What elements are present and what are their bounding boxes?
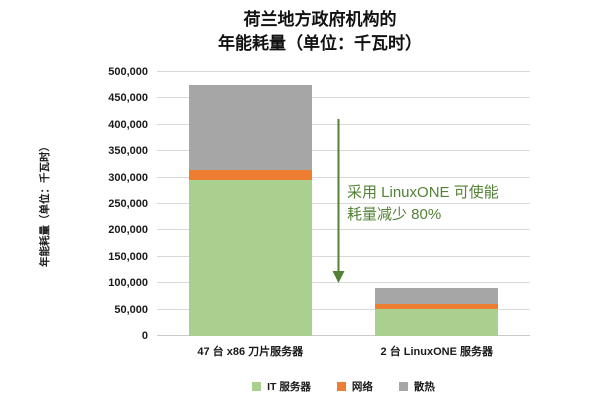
legend-swatch-icon — [252, 382, 262, 391]
chart-title-line1: 荷兰地方政府机构的 — [243, 10, 397, 29]
bar-segment-IT 服务器 — [188, 180, 312, 336]
gridline-300,000 — [157, 176, 530, 178]
y-axis-title: 年能耗量（单位：千瓦时） — [39, 141, 51, 267]
y-tick-label: 500,000 — [108, 66, 148, 78]
gridline-350,000 — [157, 150, 530, 152]
reduction-arrow — [332, 119, 345, 283]
gridline-200,000 — [157, 229, 530, 231]
y-tick-label: 150,000 — [108, 250, 148, 263]
legend-swatch-icon — [336, 382, 346, 391]
y-tick-label: 300,000 — [108, 171, 148, 184]
gridline-500,000 — [157, 71, 530, 72]
gridline-100,000 — [157, 282, 530, 284]
annotation-text: 采用 LinuxONE 可使能 耗量减少 80% — [347, 182, 499, 226]
y-tick-label: 250,000 — [108, 198, 148, 210]
legend-item-网络: 网络 — [336, 379, 373, 394]
y-tick-label: 0 — [141, 330, 148, 342]
y-tick-label: 400,000 — [108, 118, 148, 131]
legend-swatch-icon — [398, 382, 408, 391]
legend: IT 服务器 网络 散热 — [157, 379, 530, 394]
legend-label: 网络 — [351, 381, 373, 393]
gridline-50,000 — [157, 308, 530, 310]
legend-item-IT 服务器: IT 服务器 — [252, 379, 311, 394]
legend-label: 散热 — [413, 381, 435, 393]
x-axis-labels: 47 台 x86 刀片服务器 2 台 LinuxONE 服务器 — [157, 343, 530, 359]
chart-title: 荷兰地方政府机构的 年能耗量（单位：千瓦时） — [40, 8, 600, 56]
y-tick-label: 450,000 — [108, 92, 148, 105]
annotation-line2: 耗量减少 80% — [347, 206, 442, 223]
annotation-line1: 采用 LinuxONE 可使能 — [347, 184, 499, 201]
y-axis-tick-labels: 0 50,000 100,000 150,000 200,000 250,000 300,0… — [78, 66, 148, 342]
legend-label: IT 服务器 — [267, 381, 311, 393]
plot-area: 采用 LinuxONE 可使能 耗量减少 80% — [157, 71, 530, 336]
chart-title-line2: 年能耗量（单位：千瓦时） — [218, 34, 422, 53]
x-axis-label-1: 47 台 x86 刀片服务器 — [197, 346, 304, 358]
bar-segment-网络 — [375, 303, 499, 309]
gridline-450,000 — [157, 97, 530, 99]
stacked-bar-2 — [375, 72, 499, 336]
stacked-bar-1 — [188, 72, 312, 336]
bar-segment-IT 服务器 — [375, 308, 499, 336]
x-axis-label-2: 2 台 LinuxONE 服务器 — [380, 346, 493, 358]
gridline-0 — [157, 335, 530, 336]
legend-item-散热: 散热 — [398, 379, 435, 394]
y-tick-label: 200,000 — [108, 224, 148, 237]
bar-segment-网络 — [188, 169, 312, 181]
bar-segment-散热 — [375, 287, 499, 304]
gridline-250,000 — [157, 203, 530, 204]
y-tick-label: 50,000 — [114, 303, 148, 316]
gridline-400,000 — [157, 123, 530, 125]
gridline-150,000 — [157, 255, 530, 257]
y-tick-label: 350,000 — [108, 145, 148, 158]
y-tick-label: 100,000 — [108, 277, 148, 290]
bar-segment-散热 — [188, 85, 312, 170]
